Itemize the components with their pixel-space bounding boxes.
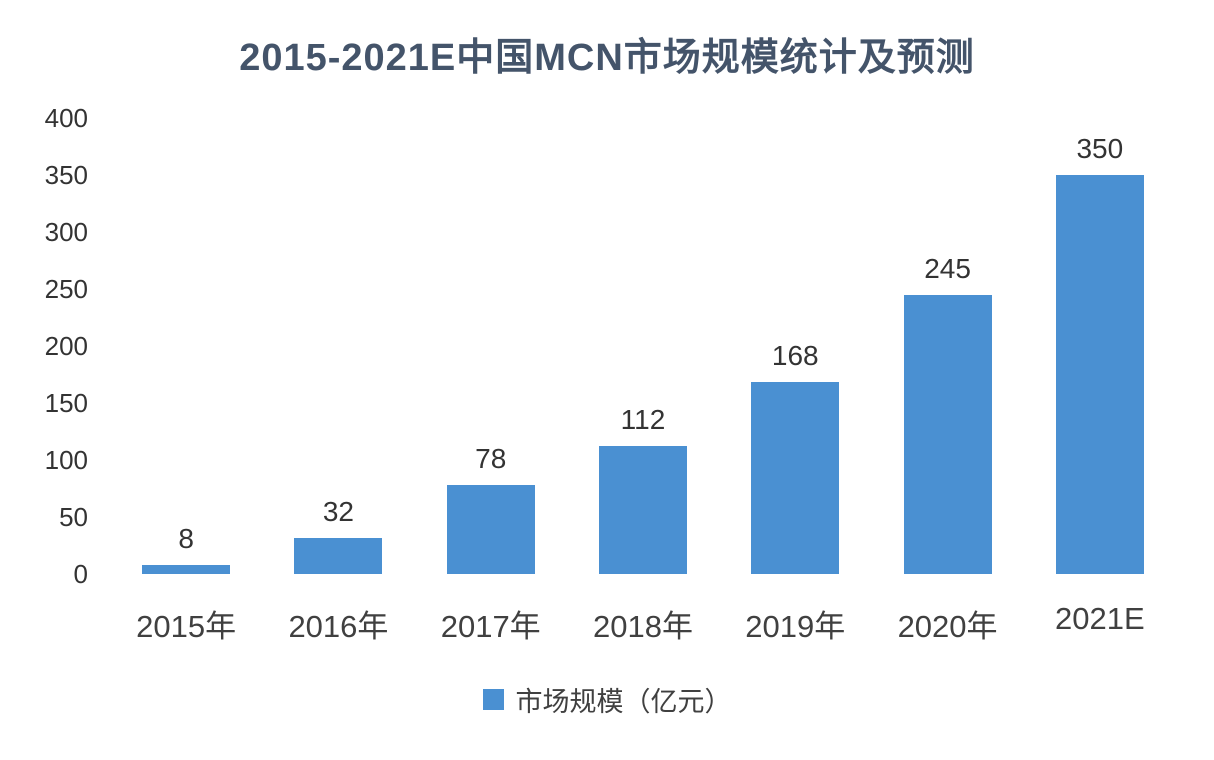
bar-value-label: 245	[924, 252, 971, 284]
bar-value-label: 350	[1076, 133, 1124, 164]
bar-value-label: 78	[475, 443, 507, 475]
x-axis-label: 2017年	[440, 609, 541, 644]
x-axis: 2015年 2016年 2017年 2018年 2019年 2020年 2021E	[110, 589, 1176, 646]
bar-value-label: 112	[620, 404, 666, 436]
y-axis: 400 350 300 250 200 150 100 50 0	[18, 103, 110, 589]
y-axis-tick-label: 150	[44, 388, 88, 418]
bar	[598, 446, 687, 574]
x-axis-label: 2021E	[1055, 601, 1145, 636]
x-axis-label: 2020年	[897, 609, 998, 644]
bar-column: 112	[567, 118, 719, 574]
y-axis-tick-label: 50	[59, 502, 88, 532]
chart-body: 400 350 300 250 200 150 100 50 0 8 32 78 112 168 245 3…	[0, 103, 1214, 589]
bar-value-label: 32	[322, 495, 354, 527]
y-axis-tick-label: 250	[44, 274, 88, 304]
legend-label: 市场规模（亿元）	[515, 687, 732, 717]
bar-column: 32	[262, 118, 414, 574]
bar	[903, 294, 992, 574]
plot-area: 8 32 78 112 168 245 350	[110, 118, 1176, 574]
y-axis-tick-label: 300	[44, 217, 88, 247]
y-axis-tick-label: 200	[44, 331, 88, 361]
bar-column: 350	[1024, 118, 1176, 574]
bar	[142, 564, 231, 574]
bar	[751, 382, 840, 574]
x-axis-label: 2018年	[593, 609, 693, 644]
bar-value-label: 168	[771, 340, 819, 372]
x-axis-label: 2016年	[288, 609, 389, 644]
legend-swatch-icon	[482, 689, 504, 710]
x-axis-label: 2019年	[745, 609, 846, 644]
y-axis-tick-label: 100	[44, 445, 88, 475]
y-axis-tick-label: 0	[73, 559, 88, 589]
bar-column: 168	[719, 118, 871, 574]
chart-title: 2015-2021E中国MCN市场规模统计及预测	[239, 37, 975, 79]
bar-column: 245	[871, 118, 1023, 574]
bar	[446, 485, 535, 574]
y-axis-tick-label: 400	[44, 103, 88, 133]
bar	[1055, 175, 1144, 574]
x-axis-label: 2015年	[136, 609, 237, 644]
bar-value-label: 8	[178, 522, 194, 554]
bar-column: 78	[415, 118, 567, 574]
y-axis-tick-label: 350	[44, 160, 88, 190]
bar-column: 8	[110, 118, 262, 574]
legend: 市场规模（亿元）	[0, 680, 1214, 719]
bar	[294, 537, 383, 574]
